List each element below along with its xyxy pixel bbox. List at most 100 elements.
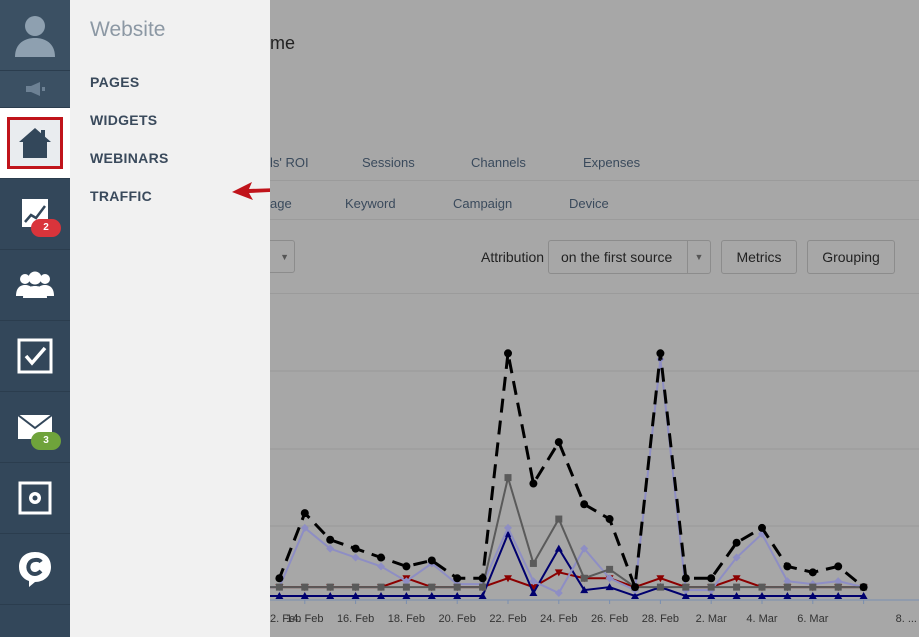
data-point [402,562,411,571]
data-point [555,515,563,523]
x-tick-label: 22. Feb [489,613,526,625]
data-point [758,592,766,599]
flyout-title: Website [90,18,166,41]
page-title: me [270,33,296,53]
data-point [377,562,385,571]
attribution-select[interactable]: on the first source ▼ [548,240,711,274]
data-point [834,562,843,571]
x-tick-label: 4. Mar [746,613,778,625]
data-point [732,575,741,583]
tab-keyword[interactable]: Keyword [345,196,396,211]
menu-item-traffic[interactable]: TRAFFIC [90,188,152,204]
x-tick-label: 24. Feb [540,613,577,625]
tab-ads-roi[interactable]: ls' ROI [270,155,309,170]
x-tick-label: 26. Feb [591,613,628,625]
data-point [427,556,436,565]
data-point [605,583,614,591]
main-content-dimmed: me ls' ROI Sessions Channels Expenses ag… [270,0,919,637]
data-point [707,574,716,583]
data-point [377,583,385,591]
tab-channels[interactable]: Channels [471,155,526,170]
toolbar-divider [270,293,919,294]
sidebar-item-chat[interactable] [0,534,70,605]
data-point [707,583,715,591]
data-point [707,592,716,599]
x-tick-label: 20. Feb [439,613,476,625]
announcements-button[interactable] [0,71,70,108]
data-point [301,583,309,591]
data-point [529,577,538,586]
data-point [453,583,461,591]
data-point [554,589,563,598]
data-point [834,592,843,599]
data-point [529,559,537,567]
tab-campaign[interactable]: Campaign [453,196,513,211]
data-point [808,592,817,599]
grouping-button[interactable]: Grouping [807,240,895,274]
data-point [453,592,462,599]
home-icon [19,128,51,158]
notification-badge: 2 [31,219,61,237]
data-point [402,592,411,599]
data-point [351,553,360,562]
data-point [580,574,588,582]
data-point [733,583,741,591]
website-flyout-menu: Website PAGES WIDGETS WEBINARS TRAFFIC [70,0,310,637]
data-point [504,523,512,532]
data-point [631,583,639,592]
menu-item-widgets[interactable]: WIDGETS [90,112,158,128]
avatar[interactable] [0,0,70,71]
data-point [428,583,436,591]
data-point [351,544,360,553]
data-point [529,589,538,597]
tab-sessions[interactable]: Sessions [362,155,415,170]
tab-landing-page[interactable]: age [270,196,292,211]
data-point [732,538,741,547]
x-tick-label: 8. ... [896,613,917,625]
data-point [783,577,792,586]
icon-rail: 2 3 [0,0,70,637]
tab-device[interactable]: Device [569,196,609,211]
data-point [479,583,487,591]
data-point [783,592,792,599]
data-point [580,586,589,594]
sidebar-item-users[interactable] [0,250,70,321]
menu-item-webinars[interactable]: WEBINARS [90,150,169,166]
chevron-down-icon: ▼ [280,251,289,262]
data-point [402,577,411,586]
data-point [377,592,385,599]
data-point [656,575,665,583]
sidebar-item-analytics[interactable]: 2 [0,179,70,250]
menu-item-pages[interactable]: PAGES [90,74,140,90]
data-point [478,574,487,583]
data-point [427,592,436,599]
tab-expenses[interactable]: Expenses [583,155,641,170]
attribution-value: on the first source [561,249,673,265]
data-point [326,544,335,553]
data-point [783,562,792,571]
data-point [275,583,283,591]
data-point [300,509,309,518]
series-line [270,352,865,589]
sidebar-item-tasks[interactable] [0,321,70,392]
metrics-button[interactable]: Metrics [721,240,797,274]
sidebar-item-mail[interactable]: 3 [0,392,70,463]
data-point [275,592,284,599]
sidebar-item-home[interactable] [0,108,70,179]
tabs-divider [270,180,919,181]
megaphone-icon [26,82,45,96]
series-line [270,473,864,589]
data-point [758,523,766,532]
data-point [631,592,639,599]
data-point [656,583,664,591]
data-point [300,592,309,599]
users-icon [16,271,54,298]
data-point [554,438,563,447]
x-tick-label: 6. Mar [797,613,829,625]
data-point [478,592,487,599]
data-point [326,583,334,591]
sidebar-item-safe[interactable] [0,463,70,534]
left-dropdown[interactable]: ▼ [270,240,295,273]
data-point [605,574,614,583]
data-point [402,583,410,591]
